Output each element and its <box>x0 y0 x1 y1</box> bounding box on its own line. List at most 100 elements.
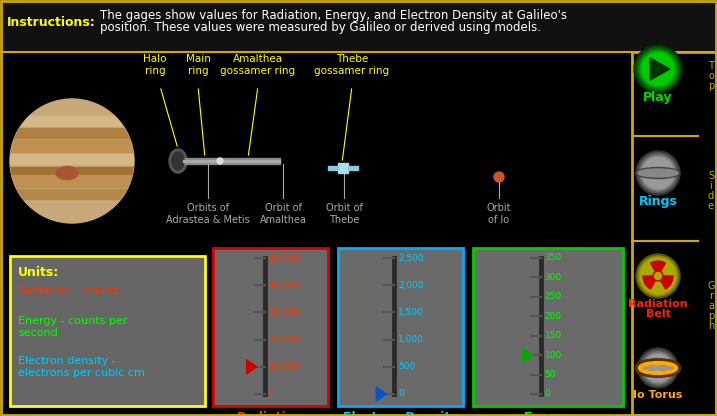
Text: 1,000: 1,000 <box>398 335 424 344</box>
Text: Electron Density: Electron Density <box>343 411 458 416</box>
Ellipse shape <box>169 149 187 173</box>
Text: 0: 0 <box>544 389 550 399</box>
Text: 2,500: 2,500 <box>398 253 424 262</box>
Bar <box>10 175 134 187</box>
Bar <box>10 189 134 199</box>
Text: i: i <box>710 181 713 191</box>
Bar <box>473 248 623 406</box>
Text: Io Torus: Io Torus <box>633 390 683 400</box>
Ellipse shape <box>172 152 184 170</box>
Text: S: S <box>708 171 714 181</box>
Circle shape <box>640 155 676 191</box>
Text: 200: 200 <box>544 312 561 321</box>
Text: h: h <box>708 321 714 331</box>
Text: Main
ring: Main ring <box>186 54 210 76</box>
Text: 10,000: 10,000 <box>269 362 300 371</box>
Text: Play: Play <box>643 91 673 104</box>
Circle shape <box>638 153 678 193</box>
Text: p: p <box>708 81 714 91</box>
Text: r: r <box>709 291 713 301</box>
Circle shape <box>640 350 676 386</box>
Text: o: o <box>708 71 714 81</box>
Text: 20,000: 20,000 <box>269 335 300 344</box>
Text: Radiation: Radiation <box>628 299 688 309</box>
Text: 0: 0 <box>269 389 275 399</box>
Circle shape <box>638 348 678 388</box>
Text: 350: 350 <box>544 253 561 262</box>
Circle shape <box>217 158 223 164</box>
Bar <box>183 158 280 164</box>
Ellipse shape <box>638 169 678 177</box>
Wedge shape <box>661 276 673 289</box>
Circle shape <box>634 45 682 93</box>
Text: e: e <box>708 201 714 211</box>
Text: G: G <box>707 281 715 291</box>
Text: Energy - counts per
second: Energy - counts per second <box>18 316 128 338</box>
Text: 100: 100 <box>544 351 561 360</box>
Text: Amalthea
gossamer ring: Amalthea gossamer ring <box>220 54 295 76</box>
Text: T: T <box>708 61 714 71</box>
Text: Orbit of
Thebe: Orbit of Thebe <box>326 203 362 225</box>
Polygon shape <box>376 387 386 401</box>
Circle shape <box>644 354 672 382</box>
Circle shape <box>638 256 678 296</box>
Text: Orbit
of Io: Orbit of Io <box>487 203 511 225</box>
Text: Orbits of
Adrastea & Metis: Orbits of Adrastea & Metis <box>166 203 250 225</box>
Polygon shape <box>523 348 533 362</box>
Text: Units:: Units: <box>18 266 60 279</box>
Polygon shape <box>247 360 257 374</box>
Bar <box>10 154 134 164</box>
Circle shape <box>642 157 674 189</box>
Text: 2,000: 2,000 <box>398 281 424 290</box>
Polygon shape <box>650 58 670 80</box>
Text: Energy: Energy <box>523 411 572 416</box>
Text: 50: 50 <box>544 370 556 379</box>
Bar <box>348 166 358 170</box>
Bar <box>10 116 134 126</box>
Text: d: d <box>708 191 714 201</box>
Text: Radiation - counts: Radiation - counts <box>18 286 119 296</box>
Text: 40,000: 40,000 <box>269 281 300 290</box>
Text: Belt: Belt <box>645 309 670 319</box>
Circle shape <box>636 254 680 298</box>
Bar <box>1 1 716 52</box>
Circle shape <box>655 272 662 280</box>
Text: a: a <box>708 301 714 311</box>
Bar <box>338 163 348 173</box>
Wedge shape <box>650 261 665 271</box>
Bar <box>183 160 280 162</box>
Circle shape <box>494 172 504 182</box>
Text: 50,000: 50,000 <box>269 253 300 262</box>
Text: 30,000: 30,000 <box>269 308 300 317</box>
Text: 0: 0 <box>398 389 404 399</box>
Text: p: p <box>708 311 714 321</box>
Bar <box>10 256 205 406</box>
Wedge shape <box>643 276 655 289</box>
Text: Electron density -
electrons per cubic cm: Electron density - electrons per cubic c… <box>18 356 145 378</box>
Circle shape <box>10 99 134 223</box>
Text: Halo
ring: Halo ring <box>143 54 167 76</box>
Circle shape <box>642 352 674 384</box>
Bar <box>10 201 134 211</box>
Bar <box>10 167 134 175</box>
Circle shape <box>638 49 678 89</box>
Ellipse shape <box>636 168 680 178</box>
Bar <box>10 128 134 138</box>
Text: The gages show values for Radiation, Energy, and Electron Density at Galileo's: The gages show values for Radiation, Ene… <box>100 10 567 22</box>
Circle shape <box>636 47 680 91</box>
Text: Radiation: Radiation <box>237 411 304 416</box>
Text: Rings: Rings <box>639 195 678 208</box>
Text: 150: 150 <box>544 331 561 340</box>
Circle shape <box>640 258 676 294</box>
Bar <box>10 140 134 152</box>
Text: 300: 300 <box>544 273 561 282</box>
Text: 1,500: 1,500 <box>398 308 424 317</box>
Bar <box>213 248 328 406</box>
Bar <box>338 248 463 406</box>
Text: Orbit of
Amalthea: Orbit of Amalthea <box>260 203 306 225</box>
Circle shape <box>640 51 676 87</box>
Text: Instructions:: Instructions: <box>7 17 96 30</box>
Bar <box>632 52 716 415</box>
Circle shape <box>653 271 663 281</box>
Text: Thebe
gossamer ring: Thebe gossamer ring <box>315 54 389 76</box>
